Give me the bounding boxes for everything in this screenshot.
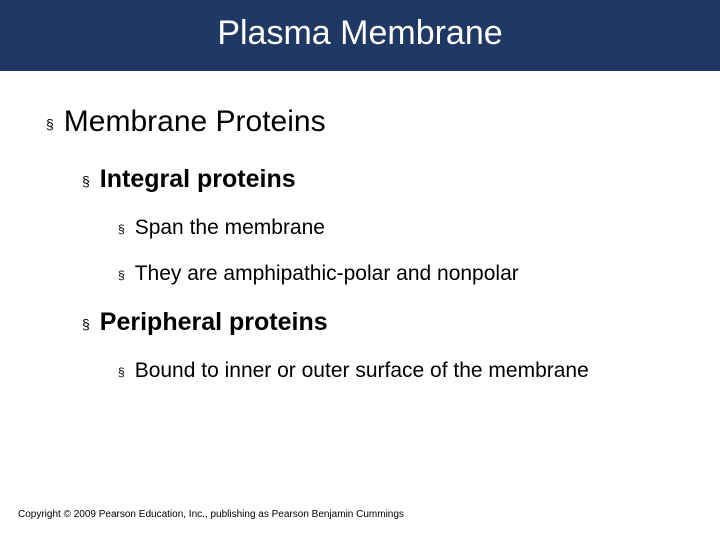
- copyright-footer: Copyright © 2009 Pearson Education, Inc.…: [18, 509, 404, 520]
- bullet-text: Membrane Proteins: [64, 105, 326, 139]
- content-area: § Membrane Proteins § Integral proteins …: [0, 71, 720, 383]
- bullet-lvl3: § Bound to inner or outer surface of the…: [118, 359, 674, 383]
- bullet-text: Peripheral proteins: [100, 308, 328, 337]
- bullet-marker-icon: §: [118, 269, 125, 281]
- slide: Plasma Membrane § Membrane Proteins § In…: [0, 0, 720, 540]
- bullet-lvl2: § Peripheral proteins: [82, 308, 674, 337]
- bullet-lvl3: § Span the membrane: [118, 216, 674, 240]
- bullet-marker-icon: §: [82, 174, 90, 188]
- bullet-text: They are amphipathic-polar and nonpolar: [135, 262, 519, 286]
- bullet-text: Span the membrane: [135, 216, 325, 240]
- bullet-marker-icon: §: [82, 317, 90, 331]
- bullet-text: Integral proteins: [100, 165, 296, 194]
- title-bar: Plasma Membrane: [0, 0, 720, 71]
- bullet-marker-icon: §: [118, 223, 125, 235]
- bullet-lvl3: § They are amphipathic-polar and nonpola…: [118, 262, 674, 286]
- bullet-lvl1: § Membrane Proteins: [46, 105, 674, 139]
- slide-title: Plasma Membrane: [0, 14, 720, 53]
- bullet-marker-icon: §: [46, 117, 54, 131]
- bullet-lvl2: § Integral proteins: [82, 165, 674, 194]
- bullet-text: Bound to inner or outer surface of the m…: [135, 359, 589, 383]
- bullet-marker-icon: §: [118, 366, 125, 378]
